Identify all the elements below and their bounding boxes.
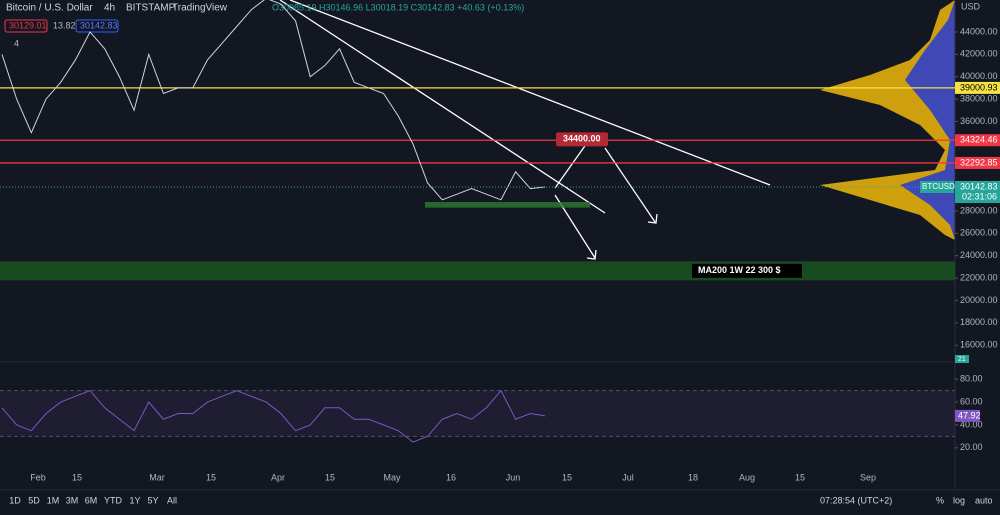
range-button[interactable]: All bbox=[167, 495, 177, 505]
ohlc: O30085.19 H30146.96 L30018.19 C30142.83 … bbox=[272, 2, 524, 12]
annotation-box bbox=[556, 132, 608, 147]
y-tick-label: 28000.00 bbox=[960, 205, 998, 215]
price-label: 30142.83 bbox=[960, 181, 998, 191]
ask: 30142.83 bbox=[80, 20, 118, 30]
indicator-count: 4 bbox=[14, 38, 19, 48]
y-tick-label: 22000.00 bbox=[960, 272, 998, 282]
annotation-label: 34400.00 bbox=[563, 134, 601, 144]
x-tick-label: Sep bbox=[860, 472, 876, 482]
range-button[interactable]: YTD bbox=[104, 495, 123, 505]
symbol: Bitcoin / U.S. Dollar bbox=[6, 3, 93, 14]
price-line bbox=[1, 0, 546, 201]
rsi-last-label: 47.92 bbox=[958, 410, 981, 420]
x-tick-label: 15 bbox=[206, 472, 216, 482]
zone-label: MA200 1W 22 300 $ bbox=[698, 265, 781, 275]
x-tick-label: Jun bbox=[506, 472, 521, 482]
rsi-tick-label: 60.00 bbox=[960, 396, 983, 406]
volume-profile bbox=[820, 0, 955, 240]
y-tick-label: 44000.00 bbox=[960, 26, 998, 36]
x-tick-label: Jul bbox=[622, 472, 634, 482]
rsi-tick-label: 40.00 bbox=[960, 419, 983, 429]
countdown: 02:31:06 bbox=[962, 191, 997, 201]
level-label: 39000.93 bbox=[960, 82, 998, 92]
x-tick-label: 15 bbox=[72, 472, 82, 482]
price-unit: USD bbox=[961, 1, 981, 11]
exchange: BITSTAMP bbox=[126, 3, 176, 14]
x-tick-label: Apr bbox=[271, 472, 285, 482]
price-tag bbox=[955, 180, 1000, 203]
x-tick-label: 15 bbox=[562, 472, 572, 482]
y-tick-label: 20000.00 bbox=[960, 295, 998, 305]
y-tick-label: 18000.00 bbox=[960, 317, 998, 327]
range-button[interactable]: 6M bbox=[85, 495, 98, 505]
x-tick-label: 15 bbox=[325, 472, 335, 482]
x-tick-label: Aug bbox=[739, 472, 755, 482]
ask-box bbox=[75, 19, 119, 33]
arrow-head bbox=[586, 249, 597, 260]
zone bbox=[0, 261, 955, 281]
y-tick-label: 42000.00 bbox=[960, 49, 998, 59]
rsi-tick-label: 80.00 bbox=[960, 374, 983, 384]
trend-line bbox=[279, 0, 606, 214]
header: Bitcoin / U.S. Dollar 4h BITSTAMP Tradin… bbox=[4, 2, 524, 48]
level-label: 34324.46 bbox=[960, 135, 998, 145]
y-tick-label: 26000.00 bbox=[960, 228, 998, 238]
y-tick-label: 36000.00 bbox=[960, 116, 998, 126]
bid: 30129.01 bbox=[9, 20, 47, 30]
interval: 4h bbox=[104, 3, 115, 14]
y-tick-label: 38000.00 bbox=[960, 93, 998, 103]
range-button[interactable]: 5Y bbox=[147, 495, 158, 505]
range-button[interactable]: 1D bbox=[9, 495, 21, 505]
x-tick-label: Mar bbox=[149, 472, 165, 482]
trend-line bbox=[289, 0, 771, 186]
zone-label-bg bbox=[692, 263, 802, 278]
range-button[interactable]: 1Y bbox=[129, 495, 140, 505]
rsi-tag bbox=[955, 409, 980, 422]
volume-tag bbox=[955, 355, 969, 363]
range-button[interactable]: 5D bbox=[28, 495, 40, 505]
zone bbox=[425, 202, 590, 208]
x-tick-label: 18 bbox=[688, 472, 698, 482]
rsi-line bbox=[1, 389, 546, 443]
percent-toggle[interactable]: % bbox=[936, 495, 944, 505]
x-tick-label: 15 bbox=[795, 472, 805, 482]
symbol-label: BTCUSD bbox=[922, 182, 955, 191]
profile-buy bbox=[900, 0, 955, 240]
range-button[interactable]: 3M bbox=[66, 495, 79, 505]
y-tick-label: 16000.00 bbox=[960, 340, 998, 350]
x-tick-label: 16 bbox=[446, 472, 456, 482]
range-button[interactable]: 1M bbox=[47, 495, 60, 505]
rsi-tick-label: 20.00 bbox=[960, 442, 983, 452]
level-tag bbox=[955, 81, 1000, 94]
y-tick-label: 24000.00 bbox=[960, 250, 998, 260]
log-toggle[interactable]: log bbox=[953, 495, 965, 505]
source: TradingView bbox=[172, 3, 228, 14]
spread: 13.82 bbox=[53, 20, 76, 30]
volume-label: 21 bbox=[958, 356, 966, 363]
auto-toggle[interactable]: auto bbox=[975, 495, 993, 505]
y-tick-label: 40000.00 bbox=[960, 71, 998, 81]
bid-box bbox=[4, 19, 48, 33]
level-tag bbox=[955, 156, 1000, 169]
clock: 07:28:54 (UTC+2) bbox=[820, 495, 892, 505]
x-tick-label: Feb bbox=[30, 472, 46, 482]
arrow-head bbox=[647, 213, 658, 224]
arrow bbox=[604, 147, 656, 223]
level-tag bbox=[955, 134, 1000, 147]
level-label: 32292.85 bbox=[960, 157, 998, 167]
symbol-tag bbox=[920, 180, 954, 193]
x-tick-label: May bbox=[383, 472, 401, 482]
